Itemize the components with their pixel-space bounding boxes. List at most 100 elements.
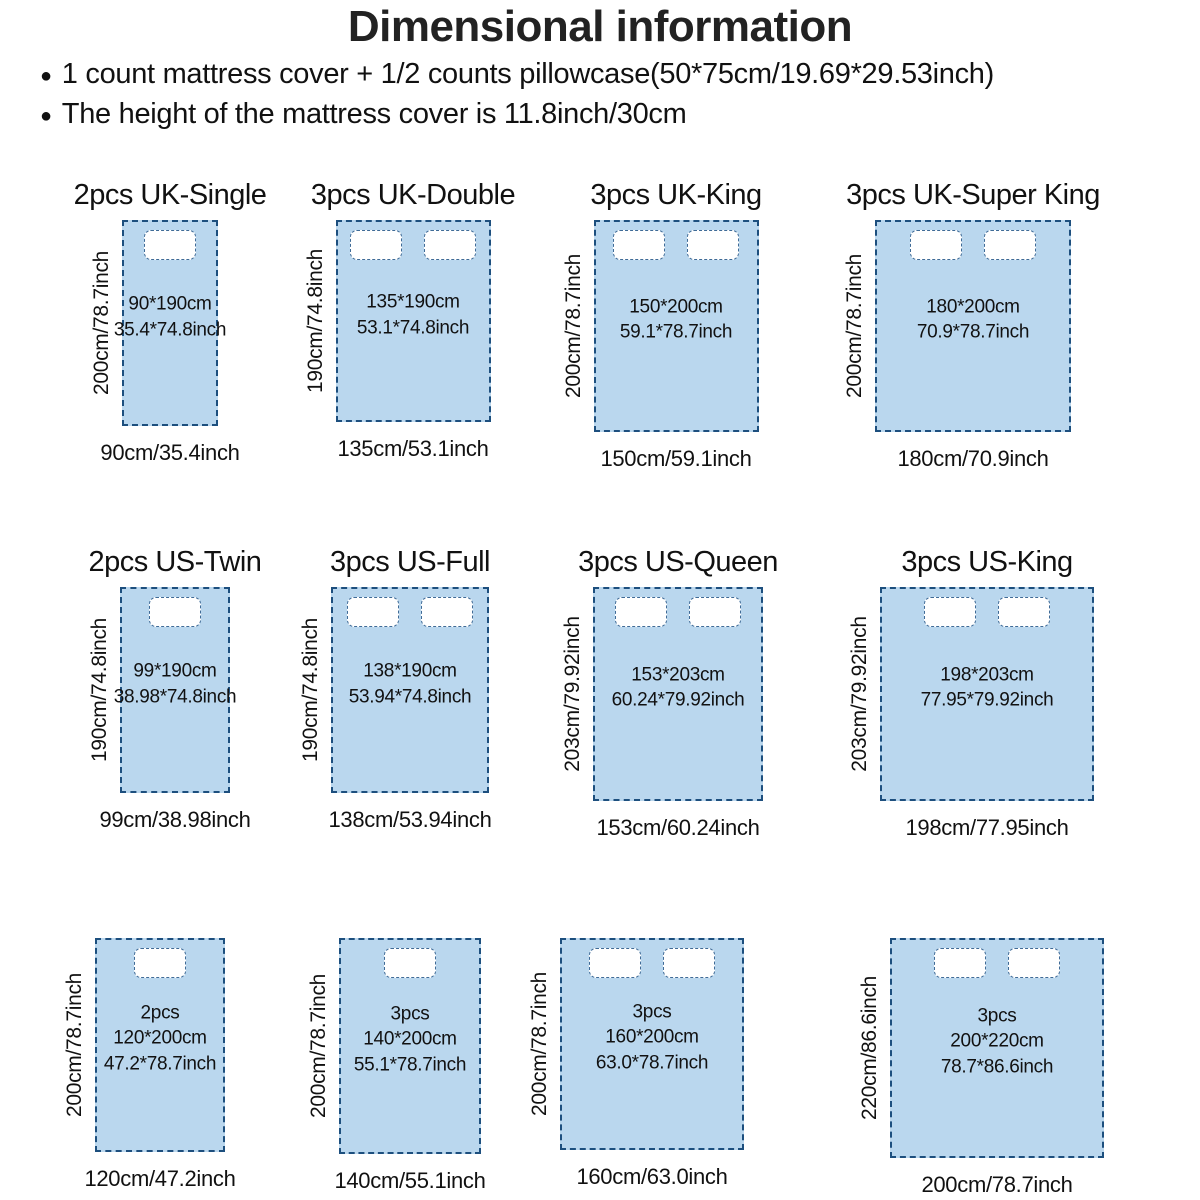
size-diagram-200x220: 220cm/86.6inch 3pcs 200*220cm 78.7*86.6inc… (837, 938, 1157, 1198)
mattress-dimension-line: 60.24*79.92inch (611, 689, 745, 711)
size-diagram-uk-king: 3pcs UK-King 200cm/78.7inch 150*200cm 59.… (546, 178, 806, 472)
height-label: 190cm/74.8inch (299, 617, 322, 763)
mattress-wrap: 200cm/78.7inch 2pcs 120*200cm 47.2*78.7inc… (63, 938, 225, 1152)
mattress-dimension-line: 38.98*74.8inch (113, 685, 237, 707)
size-diagram-uk-single: 2pcs UK-Single 200cm/78.7inch 90*190cm 35… (20, 178, 320, 466)
pillow-icon (924, 597, 976, 627)
mattress-outline: 90*190cm 35.4*74.8inch (114, 220, 226, 426)
mattress-wrap: 200cm/78.7inch 180*200cm 70.9*78.7inch (843, 220, 1071, 432)
height-label: 200cm/78.7inch (307, 973, 330, 1119)
pillow-icon (589, 948, 641, 978)
height-label: 200cm/78.7inch (843, 253, 866, 399)
bullet-icon: ● (40, 64, 52, 87)
bullet-item: ● The height of the mattress cover is 11… (40, 98, 994, 131)
pillow-icon (144, 230, 196, 260)
pillow-icon (910, 230, 962, 260)
mattress-dimension-line: 153*203cm (631, 664, 725, 686)
width-label: 135cm/53.1inch (337, 436, 489, 461)
bullet-text: 1 count mattress cover + 1/2 counts pill… (61, 58, 995, 90)
mattress-dimensions: 180*200cm 70.9*78.7inch (916, 294, 1030, 345)
mattress-wrap: 200cm/78.7inch 3pcs 160*200cm 63.0*78.7inc… (528, 938, 744, 1150)
mattress-dimensions: 90*190cm 35.4*74.8inch (114, 291, 227, 342)
mattress-outline: 198*203cm 77.95*79.92inch (880, 587, 1094, 801)
diagram-title: 3pcs UK-King (590, 179, 762, 211)
mattress-dimension-line: 90*190cm (128, 293, 212, 315)
width-label: 90cm/35.4inch (100, 440, 240, 465)
mattress-dimension-line: 120*200cm (113, 1027, 207, 1049)
mattress-dimension-line: 59.1*78.7inch (619, 321, 733, 343)
width-label: 160cm/63.0inch (576, 1164, 728, 1189)
mattress-dimension-line: 140*200cm (363, 1028, 457, 1050)
pillow-row (596, 230, 757, 260)
mattress-outline: 150*200cm 59.1*78.7inch (593, 220, 759, 432)
pillow-row (338, 230, 489, 260)
pillow-icon (984, 230, 1036, 260)
diagram-title: 3pcs US-King (901, 546, 1073, 578)
size-diagram-160x200: 200cm/78.7inch 3pcs 160*200cm 63.0*78.7inc… (522, 938, 782, 1190)
pillow-row (595, 597, 761, 627)
height-label: 190cm/74.8inch (88, 617, 111, 763)
pillow-row (877, 230, 1069, 260)
pillow-icon (663, 948, 715, 978)
width-label: 153cm/60.24inch (596, 815, 760, 840)
mattress-dimension-line: 53.94*74.8inch (348, 685, 472, 707)
height-label: 200cm/78.7inch (90, 250, 113, 396)
diagram-title: 2pcs US-Twin (88, 546, 262, 578)
mattress-wrap: 200cm/78.7inch 3pcs 140*200cm 55.1*78.7inc… (307, 938, 481, 1154)
size-diagram-us-queen: 3pcs US-Queen 203cm/79.92inch 153*203cm 6… (548, 545, 808, 841)
mattress-dimension-line: 70.9*78.7inch (916, 321, 1030, 343)
mattress-wrap: 220cm/86.6inch 3pcs 200*220cm 78.7*86.6inc… (858, 938, 1104, 1158)
mattress-dimensions: 150*200cm 59.1*78.7inch (619, 294, 733, 345)
diagram-title: 3pcs US-Queen (578, 546, 778, 578)
mattress-dimension-line: 53.1*74.8inch (356, 317, 470, 339)
pillow-icon (689, 597, 741, 627)
pillow-row (341, 948, 479, 978)
mattress-dimension-line: 150*200cm (629, 296, 723, 318)
pillow-row (124, 230, 216, 260)
pillow-icon (613, 230, 665, 260)
mattress-wrap: 200cm/78.7inch 90*190cm 35.4*74.8inch (90, 220, 226, 426)
pillow-icon (1008, 948, 1060, 978)
size-diagram-140x200: 200cm/78.7inch 3pcs 140*200cm 55.1*78.7inc… (280, 938, 540, 1194)
pillow-icon (149, 597, 201, 627)
bullet-item: ● 1 count mattress cover + 1/2 counts pi… (40, 58, 994, 91)
mattress-dimension-line: 3pcs (632, 1001, 672, 1023)
mattress-outline: 153*203cm 60.24*79.92inch (593, 587, 763, 801)
mattress-dimensions: 99*190cm 38.98*74.8inch (114, 658, 237, 709)
width-label: 150cm/59.1inch (600, 446, 752, 471)
size-diagram-uk-double: 3pcs UK-Double 190cm/74.8inch 135*190cm 5… (283, 178, 543, 462)
mattress-dimensions: 3pcs 200*220cm 78.7*86.6inch (940, 1003, 1054, 1080)
pillow-row (562, 948, 742, 978)
mattress-wrap: 203cm/79.92inch 198*203cm 77.95*79.92inch (848, 587, 1094, 801)
mattress-outline: 2pcs 120*200cm 47.2*78.7inch (95, 938, 225, 1152)
mattress-outline: 135*190cm 53.1*74.8inch (335, 220, 491, 422)
height-label: 200cm/78.7inch (63, 972, 86, 1118)
mattress-dimension-line: 180*200cm (926, 296, 1020, 318)
pillow-icon (384, 948, 436, 978)
size-diagram-us-king: 3pcs US-King 203cm/79.92inch 198*203cm 77… (827, 545, 1147, 841)
diagram-title: 3pcs UK-Double (310, 179, 516, 211)
mattress-outline: 3pcs 140*200cm 55.1*78.7inch (339, 938, 481, 1154)
height-label: 200cm/78.7inch (561, 253, 585, 399)
pillow-icon (421, 597, 473, 627)
height-label: 190cm/74.8inch (303, 248, 327, 394)
bullet-list: ● 1 count mattress cover + 1/2 counts pi… (40, 58, 994, 131)
mattress-dimension-line: 198*203cm (940, 664, 1034, 686)
diagram-title: 3pcs UK-Super King (846, 179, 1100, 211)
size-diagram-120x200: 200cm/78.7inch 2pcs 120*200cm 47.2*78.7inc… (10, 938, 310, 1192)
pillow-icon (134, 948, 186, 978)
mattress-dimension-line: 3pcs (390, 1003, 430, 1025)
mattress-dimension-line: 78.7*86.6inch (940, 1056, 1054, 1078)
mattress-dimensions: 2pcs 120*200cm 47.2*78.7inch (104, 1000, 217, 1077)
mattress-dimensions: 135*190cm 53.1*74.8inch (356, 289, 470, 340)
width-label: 120cm/47.2inch (84, 1166, 236, 1191)
mattress-outline: 99*190cm 38.98*74.8inch (114, 587, 237, 793)
mattress-outline: 3pcs 160*200cm 63.0*78.7inch (560, 938, 744, 1150)
mattress-dimension-line: 2pcs (140, 1002, 180, 1024)
mattress-wrap: 190cm/74.8inch 135*190cm 53.1*74.8inch (304, 220, 491, 422)
mattress-dimensions: 198*203cm 77.95*79.92inch (921, 662, 1054, 713)
mattress-outline: 138*190cm 53.94*74.8inch (331, 587, 489, 793)
mattress-dimension-line: 55.1*78.7inch (353, 1054, 467, 1076)
pillow-row (97, 948, 223, 978)
width-label: 99cm/38.98inch (99, 807, 251, 832)
